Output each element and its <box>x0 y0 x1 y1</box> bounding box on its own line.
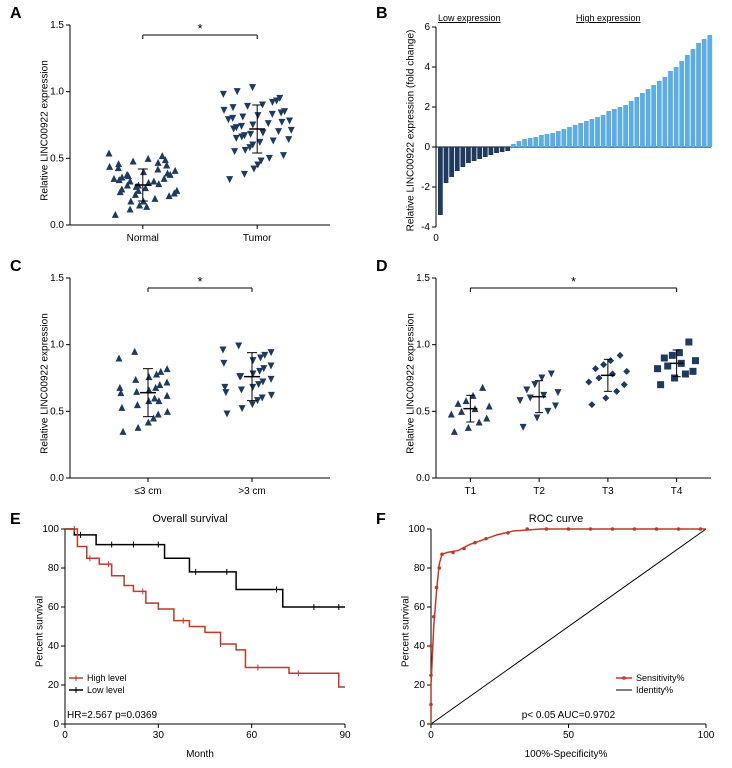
panel-e: E Overall survival 0204060801000306090Hi… <box>10 511 360 766</box>
svg-text:50: 50 <box>563 730 575 741</box>
svg-text:0: 0 <box>419 719 425 730</box>
panel-b-ylabel: Relative LINC00922 expression (fold chan… <box>406 21 417 241</box>
svg-text:1.0: 1.0 <box>50 87 64 98</box>
svg-text:80: 80 <box>48 563 60 574</box>
svg-text:0: 0 <box>424 142 430 153</box>
panel-b-low-label: Low expression <box>438 13 501 23</box>
svg-text:1.5: 1.5 <box>416 273 430 284</box>
svg-text:High level: High level <box>87 673 127 683</box>
svg-text:90: 90 <box>339 730 351 741</box>
svg-text:100: 100 <box>408 524 425 535</box>
svg-text:T1: T1 <box>465 486 477 497</box>
svg-text:0: 0 <box>53 719 59 730</box>
svg-text:*: * <box>197 274 202 289</box>
svg-text:20: 20 <box>48 680 60 691</box>
svg-text:Identity%: Identity% <box>636 685 673 695</box>
svg-text:60: 60 <box>48 602 60 613</box>
panel-a: A 0.00.51.01.5NormalTumor* Relative LINC… <box>10 5 360 255</box>
svg-text:0.0: 0.0 <box>50 473 64 484</box>
svg-text:Sensitivity%: Sensitivity% <box>636 673 685 683</box>
svg-text:100: 100 <box>42 524 59 535</box>
panel-f: F ROC curve 020406080100050100Sensitivit… <box>376 511 726 766</box>
svg-text:40: 40 <box>414 641 426 652</box>
svg-text:20: 20 <box>414 680 426 691</box>
svg-text:≤3 cm: ≤3 cm <box>134 486 161 497</box>
svg-text:Tumor: Tumor <box>243 233 272 244</box>
panel-c: C 0.00.51.01.5≤3 cm>3 cm* Relative LINC0… <box>10 258 360 508</box>
svg-text:100: 100 <box>698 730 715 741</box>
svg-text:2: 2 <box>424 102 430 113</box>
svg-text:1.0: 1.0 <box>50 340 64 351</box>
svg-text:p< 0.05 AUC=0.9702: p< 0.05 AUC=0.9702 <box>522 710 616 721</box>
svg-text:0.5: 0.5 <box>416 406 430 417</box>
svg-text:0.5: 0.5 <box>50 153 64 164</box>
svg-text:0.0: 0.0 <box>416 473 430 484</box>
svg-text:4: 4 <box>424 62 430 73</box>
panel-f-chart: 0 20 40 60 80 100 0 50 100 Sensitivity% Identity% p… <box>376 511 726 766</box>
svg-text:-4: -4 <box>421 222 430 233</box>
panel-e-chart: 0 20 40 60 80 100 0 30 60 90 High level Low level HR… <box>10 511 360 766</box>
panel-c-chart: 0.0 0.5 1.0 1.5 ≤3 cm >3 cm * <box>10 258 360 508</box>
panel-f-ylabel: Percent survival <box>401 572 412 692</box>
svg-text:-2: -2 <box>421 182 430 193</box>
svg-text:0.5: 0.5 <box>50 406 64 417</box>
svg-text:0: 0 <box>433 233 439 244</box>
panel-a-ylabel: Relative LINC00922 expression <box>40 41 51 221</box>
panel-b-high-label: High expression <box>576 13 641 23</box>
svg-text:6: 6 <box>424 22 430 33</box>
svg-text:0: 0 <box>62 730 68 741</box>
svg-text:0: 0 <box>428 730 434 741</box>
svg-text:Low level: Low level <box>87 685 125 695</box>
panel-b: B -4-202460 Relative LINC00922 expressio… <box>376 5 726 255</box>
svg-text:HR=2.567 p=0.0369: HR=2.567 p=0.0369 <box>67 710 158 721</box>
svg-text:T4: T4 <box>671 486 683 497</box>
panel-d: D 0.00.51.01.5T1T2T3T4* Relative LINC009… <box>376 258 726 508</box>
svg-text:1.0: 1.0 <box>416 340 430 351</box>
svg-text:1.5: 1.5 <box>50 20 64 31</box>
svg-text:T3: T3 <box>602 486 614 497</box>
svg-text:40: 40 <box>48 641 60 652</box>
svg-text:60: 60 <box>414 602 426 613</box>
panel-f-xlabel: 100%-Specificity% <box>506 749 626 760</box>
svg-text:Normal: Normal <box>127 233 159 244</box>
svg-text:30: 30 <box>153 730 165 741</box>
panel-a-chart: 0.0 0.5 1.0 1.5 Normal Tumor * <box>10 5 360 255</box>
svg-text:*: * <box>571 274 576 289</box>
svg-text:80: 80 <box>414 563 426 574</box>
panel-e-ylabel: Percent survival <box>35 572 46 692</box>
panel-c-ylabel: Relative LINC00922 expression <box>40 294 51 474</box>
panel-d-chart: 0.0 0.5 1.0 1.5 T1 T2 T3 T4 * <box>376 258 726 508</box>
svg-text:T2: T2 <box>533 486 545 497</box>
svg-text:>3 cm: >3 cm <box>238 486 266 497</box>
svg-text:*: * <box>197 21 202 36</box>
svg-text:0.0: 0.0 <box>50 220 64 231</box>
panel-b-chart: -4 -2 0 2 4 6 0 <box>376 5 726 255</box>
svg-text:60: 60 <box>246 730 258 741</box>
panel-e-xlabel: Month <box>160 749 240 760</box>
panel-d-ylabel: Relative LINC00922 expression <box>406 294 417 474</box>
svg-text:1.5: 1.5 <box>50 273 64 284</box>
